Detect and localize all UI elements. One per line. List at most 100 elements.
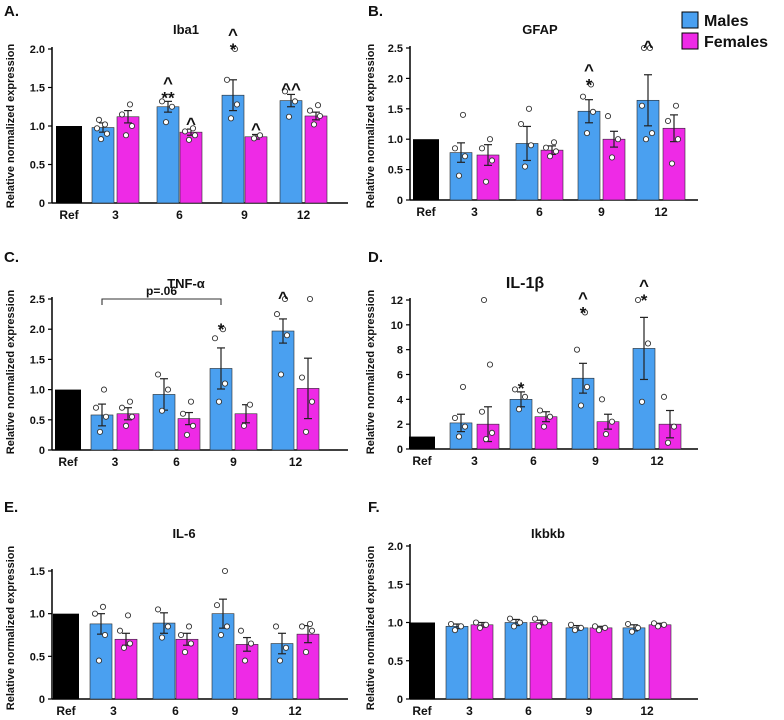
legend-swatch-females xyxy=(681,32,699,50)
data-point xyxy=(93,125,101,132)
bar-males xyxy=(271,330,295,451)
data-point xyxy=(306,620,314,627)
data-point xyxy=(298,623,306,630)
data-point xyxy=(486,361,494,368)
data-point xyxy=(241,657,249,664)
data-point xyxy=(488,429,496,436)
x-tick-label: 9 xyxy=(232,704,239,718)
data-point xyxy=(488,157,496,164)
data-point xyxy=(581,309,589,316)
data-point xyxy=(583,130,591,137)
y-tick-label: 2.5 xyxy=(388,43,403,55)
x-tick-label: 3 xyxy=(466,704,473,718)
legend-label-females: Females xyxy=(704,34,768,51)
data-point xyxy=(577,624,585,631)
data-point xyxy=(185,136,193,143)
x-tick-label: 3 xyxy=(112,455,119,469)
data-point xyxy=(486,136,494,143)
legend-label-males: Males xyxy=(704,13,749,30)
x-tick-label: 9 xyxy=(230,455,237,469)
data-point xyxy=(227,115,235,122)
data-point xyxy=(476,624,484,631)
data-point xyxy=(525,105,533,112)
data-point xyxy=(472,619,480,626)
data-point xyxy=(587,81,595,88)
y-tick-label: 12 xyxy=(391,295,403,307)
data-point xyxy=(158,407,166,414)
data-point xyxy=(571,627,579,634)
y-tick-label: 0 xyxy=(39,445,45,457)
bar-ref xyxy=(413,139,439,200)
data-point xyxy=(482,621,490,628)
data-point xyxy=(124,612,132,619)
x-tick-label: 6 xyxy=(530,454,537,468)
x-tick-label: Ref xyxy=(412,704,432,718)
data-point xyxy=(103,130,111,137)
panel-d: D. IL-1β Relative normalized expression … xyxy=(365,249,698,468)
data-point xyxy=(660,393,668,400)
panel-letter: D. xyxy=(368,249,383,266)
data-point xyxy=(162,119,170,126)
y-tick-label: 1.0 xyxy=(388,618,403,630)
x-tick-label: 12 xyxy=(650,454,664,468)
data-point xyxy=(579,93,587,100)
data-point xyxy=(516,619,524,626)
data-point xyxy=(624,620,632,628)
data-point xyxy=(506,615,514,622)
y-tick-label: 2 xyxy=(397,419,403,431)
x-tick-label: 9 xyxy=(586,704,593,718)
data-point xyxy=(546,153,554,160)
x-tick-label: 6 xyxy=(536,205,543,219)
data-point xyxy=(179,410,187,417)
y-tick-label: 1.5 xyxy=(388,579,403,591)
x-tick-label: Ref xyxy=(59,208,79,222)
data-point xyxy=(164,386,172,393)
x-tick-label: 3 xyxy=(471,454,478,468)
y-tick-label: 0.5 xyxy=(30,160,45,172)
y-tick-label: 0 xyxy=(397,444,403,456)
bar-females xyxy=(175,638,199,700)
significance-marker: ^ xyxy=(278,288,288,307)
data-point xyxy=(92,404,100,411)
y-axis-label: Relative normalized expression xyxy=(5,545,17,710)
y-tick-label: 1.5 xyxy=(30,354,45,366)
data-point xyxy=(634,296,642,304)
data-point xyxy=(223,76,231,83)
data-point xyxy=(451,627,459,634)
data-point xyxy=(306,295,314,303)
data-point xyxy=(546,413,554,420)
bar-females xyxy=(296,633,320,700)
data-point xyxy=(177,631,185,639)
data-point xyxy=(314,102,322,109)
bar-females xyxy=(235,644,259,700)
panel-letter: B. xyxy=(368,3,383,20)
significance-marker: ^ xyxy=(186,114,196,133)
y-tick-label: 0 xyxy=(39,198,45,210)
data-point xyxy=(272,623,280,630)
significance-marker: * xyxy=(518,379,525,398)
bar-females xyxy=(470,624,494,700)
panel-letter: C. xyxy=(4,249,19,266)
data-point xyxy=(97,136,105,143)
data-point xyxy=(221,380,229,387)
bar-ref xyxy=(409,436,435,449)
y-tick-label: 0.5 xyxy=(388,656,403,668)
data-point xyxy=(237,627,245,634)
data-point xyxy=(567,621,575,628)
data-point xyxy=(120,644,128,651)
significance-marker: ^ xyxy=(163,73,173,92)
significance-marker: * xyxy=(218,320,225,339)
bar-males xyxy=(565,627,589,700)
data-point xyxy=(154,371,162,378)
significance-marker: ^ xyxy=(578,288,588,307)
data-point xyxy=(552,148,560,155)
x-tick-label: 9 xyxy=(241,208,248,222)
chart-title: GFAP xyxy=(522,22,558,37)
panel-letter: F. xyxy=(368,499,380,516)
x-tick-label: 6 xyxy=(172,704,179,718)
data-point xyxy=(614,136,622,143)
data-point xyxy=(598,396,606,403)
data-point xyxy=(298,374,306,381)
data-point xyxy=(126,398,134,405)
panel-c: C. TNF-α Relative normalized expression … xyxy=(4,249,348,469)
